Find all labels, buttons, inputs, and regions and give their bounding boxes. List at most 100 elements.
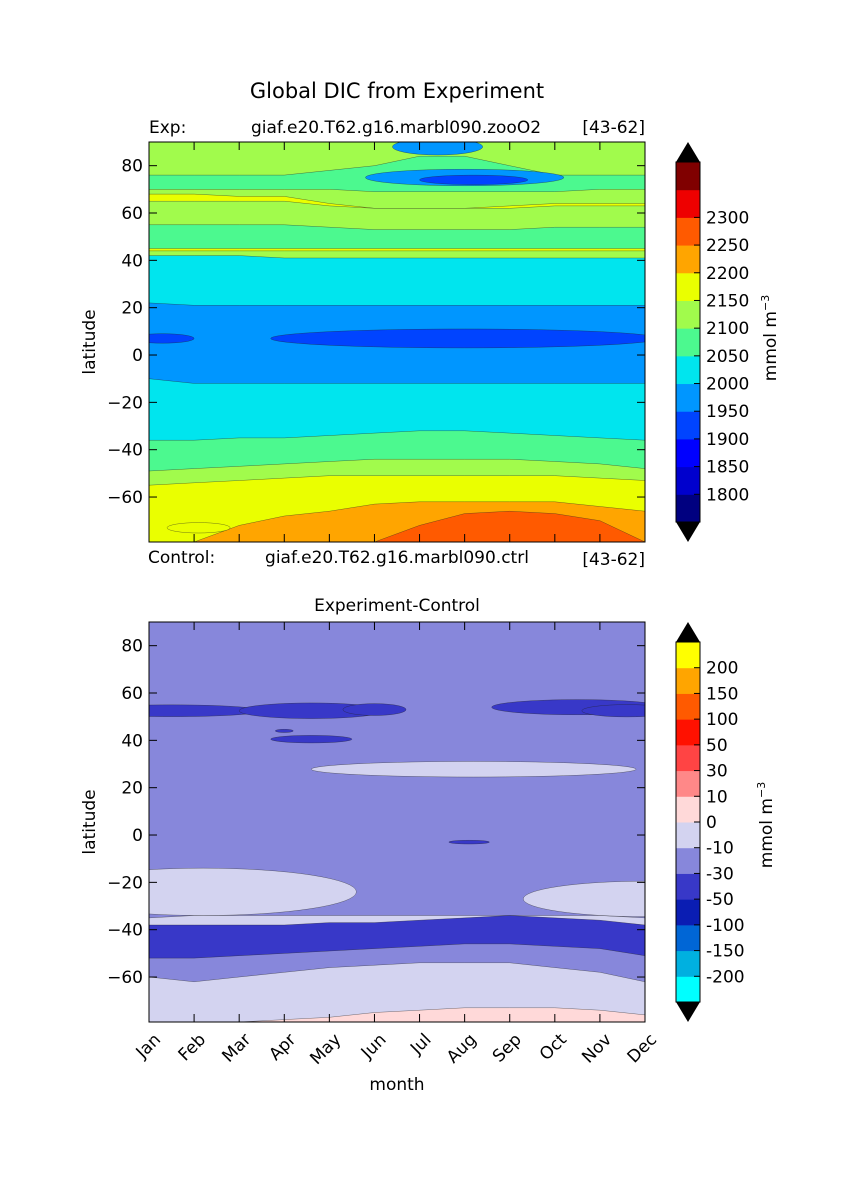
xtick-label: Jun <box>357 1030 391 1064</box>
experiment-colorbar-label: mmol m−3 <box>759 295 781 381</box>
colorbar-segment <box>676 162 700 191</box>
ytick-label: 0 <box>132 346 143 366</box>
colorbar-tick-label: 50 <box>706 736 728 756</box>
xtick-label: May <box>306 1030 345 1069</box>
xtick-label: Dec <box>624 1030 661 1067</box>
colorbar-tick-label: 2000 <box>706 375 749 395</box>
difference-ylabel: latitude <box>80 789 100 854</box>
colorbar-tick-label: 2200 <box>706 264 749 284</box>
colorbar-segment <box>676 744 700 772</box>
colorbar-over-arrow <box>676 622 700 642</box>
colorbar-tick-label: 1900 <box>706 430 749 450</box>
contour-blob-4 <box>270 328 645 349</box>
ytick-label: 80 <box>121 637 143 657</box>
colorbar-segment <box>676 438 700 468</box>
colorbar-segment <box>676 770 700 797</box>
colorbar-segment <box>676 383 700 412</box>
colorbar-tick-label: -30 <box>706 864 734 884</box>
ytick-label: 0 <box>132 826 143 846</box>
xtick-label: Oct <box>536 1030 571 1065</box>
experiment-ylabel: latitude <box>80 309 100 374</box>
xtick-label: Jul <box>406 1030 435 1059</box>
ytick-label: 20 <box>121 299 143 319</box>
difference-plot <box>149 622 645 1022</box>
contour-blob-5 <box>270 735 353 744</box>
experiment-colorbar: 1800 1850 1900 1950 2000 2050 2100 2150 2200 2250… <box>675 142 749 542</box>
colorbar-tick-label: 2150 <box>706 291 749 311</box>
xtick-label: Aug <box>443 1030 481 1068</box>
contour-blob-1 <box>419 174 529 185</box>
colorbar-segment <box>676 217 700 246</box>
ytick-label: −20 <box>107 873 143 893</box>
contour-blob-9 <box>149 867 357 916</box>
colorbar-segment <box>676 667 700 694</box>
colorbar-segment <box>676 355 700 385</box>
ytick-label: −60 <box>107 968 143 988</box>
colorbar-segment <box>676 924 700 952</box>
colorbar-tick-label: 1850 <box>706 458 749 478</box>
ytick-label: 40 <box>121 251 143 271</box>
colorbar-segment <box>676 189 700 218</box>
xtick-label: Apr <box>265 1030 300 1065</box>
colorbar-tick-label: -150 <box>706 942 745 962</box>
ytick-label: −60 <box>107 488 143 508</box>
colorbar-under-arrow <box>676 522 700 542</box>
colorbar-tick-label: 2250 <box>706 236 749 256</box>
contour-blob-4 <box>581 704 645 718</box>
ytick-label: 40 <box>121 731 143 751</box>
ytick-label: −40 <box>107 921 143 941</box>
contour-blob-5 <box>166 522 231 534</box>
colorbar-tick-label: -100 <box>706 916 745 936</box>
colorbar-frame <box>675 161 701 523</box>
colorbar-tick-label: 100 <box>706 710 738 730</box>
colorbar-segment <box>676 796 700 823</box>
xtick-label: Sep <box>489 1030 526 1067</box>
colorbar-tick-label: -10 <box>706 839 734 859</box>
exp-case: giaf.e20.T62.g16.marbl090.zooO2 <box>251 118 541 138</box>
colorbar-tick-label: 200 <box>706 659 738 679</box>
control-years: [43-62] <box>582 550 645 570</box>
xtick-label: Jan <box>132 1030 165 1063</box>
control-case: giaf.e20.T62.g16.marbl090.ctrl <box>265 548 529 568</box>
ytick-label: 20 <box>121 779 143 799</box>
colorbar-segment <box>676 466 700 495</box>
contour-blob-6 <box>275 728 294 733</box>
ytick-label: 80 <box>121 157 143 177</box>
colorbar-tick-label: 1950 <box>706 402 749 422</box>
contour-blob-2 <box>392 142 483 156</box>
ytick-label: −40 <box>107 441 143 461</box>
colorbar-segment <box>676 494 700 523</box>
contour-blob-2 <box>342 703 407 716</box>
colorbar-tick-label: -200 <box>706 967 745 987</box>
colorbar-segment <box>676 976 700 1003</box>
exp-label: Exp: <box>149 118 186 138</box>
colorbar-tick-label: 10 <box>706 787 728 807</box>
colorbar-segment <box>676 873 700 900</box>
difference-plot-frame <box>148 621 646 1023</box>
colorbar-tick-label: 0 <box>706 813 717 833</box>
experiment-plot <box>149 142 645 542</box>
colorbar-segment <box>676 719 700 746</box>
colorbar-segment <box>676 642 700 669</box>
figure-title: Global DIC from Experiment <box>250 79 544 103</box>
colorbar-over-arrow <box>676 142 700 162</box>
colorbar-tick-label: 2100 <box>706 319 749 339</box>
colorbar-segment <box>676 411 700 440</box>
difference-colorbar-label: mmol m−3 <box>755 782 777 868</box>
colorbar-tick-label: 1800 <box>706 485 749 505</box>
colorbar-segment <box>676 328 700 357</box>
ytick-label: 60 <box>121 204 143 224</box>
ytick-label: −20 <box>107 393 143 413</box>
colorbar-under-arrow <box>676 1002 700 1022</box>
colorbar-segment <box>676 693 700 720</box>
experiment-plot-frame <box>148 141 646 543</box>
xtick-label: Nov <box>578 1030 616 1068</box>
experiment-axis-ticks: 80 60 40 20 0 −20 −40 −60 <box>107 142 646 542</box>
contour-band-15 <box>149 510 645 542</box>
difference-xlabel: month <box>369 1075 424 1095</box>
exp-years: [43-62] <box>582 118 645 138</box>
xtick-label: Feb <box>175 1030 210 1065</box>
colorbar-tick-label: 2050 <box>706 347 749 367</box>
ytick-label: 60 <box>121 684 143 704</box>
